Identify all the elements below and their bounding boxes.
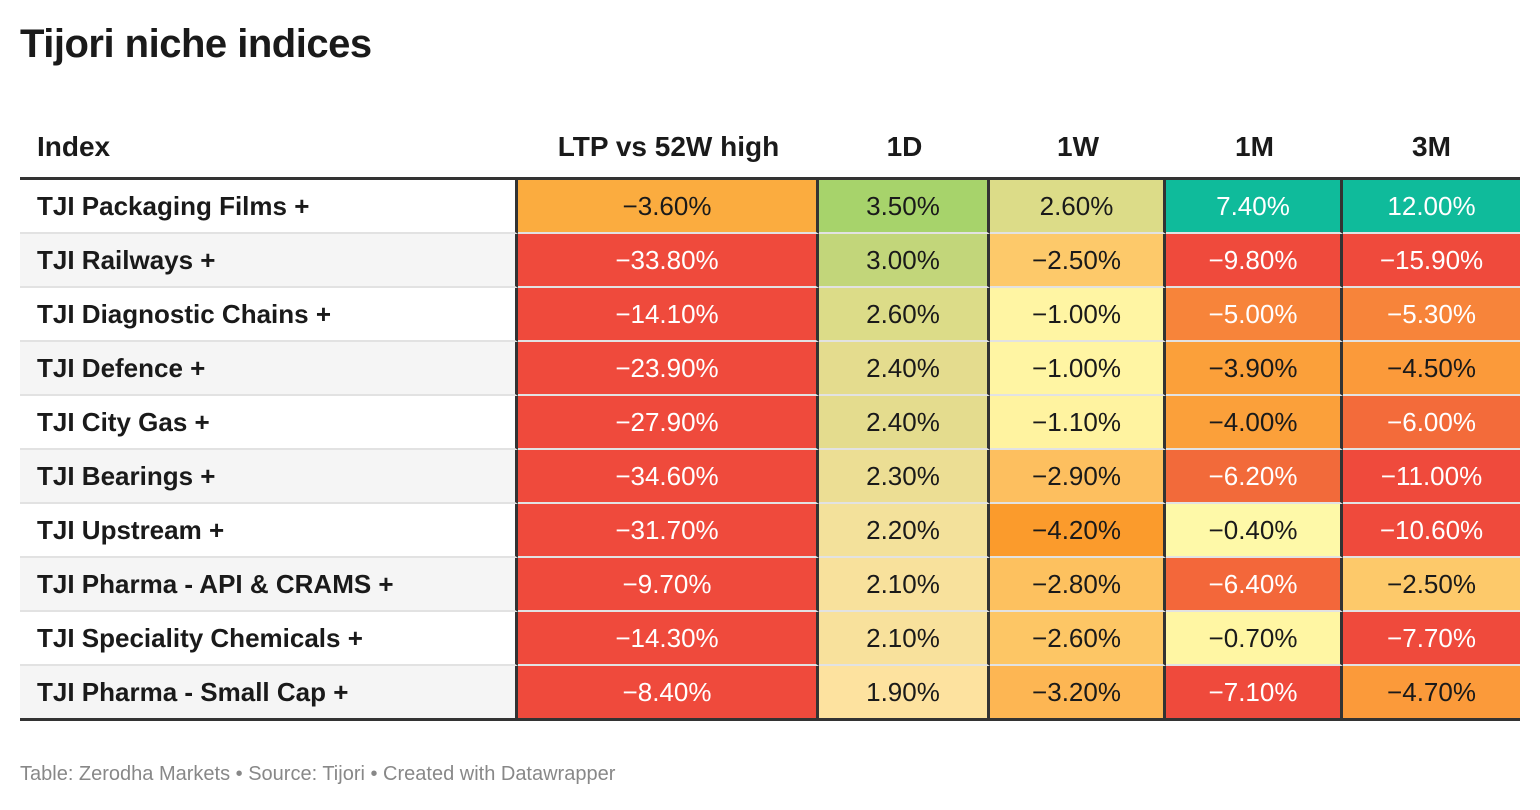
table-row: TJI Pharma - Small Cap + −8.40% 1.90% −3.20… xyxy=(20,666,1520,721)
value-cell-1d: 2.10% xyxy=(819,612,990,666)
value-cell-1d: 1.90% xyxy=(819,666,990,721)
index-name-cell[interactable]: TJI Packaging Films + xyxy=(20,180,518,234)
table-body: TJI Packaging Films + −3.60% 3.50% 2.60% 7.4… xyxy=(20,180,1520,721)
value-cell-3m: −5.30% xyxy=(1343,288,1520,342)
value-cell-1w: −1.00% xyxy=(990,342,1166,396)
value-cell-ltp-vs-52w-high: −9.70% xyxy=(518,558,819,612)
table-row: TJI Defence + −23.90% 2.40% −1.00% −3.90% −4.… xyxy=(20,342,1520,396)
value-cell-ltp-vs-52w-high: −14.30% xyxy=(518,612,819,666)
value-cell-ltp-vs-52w-high: −34.60% xyxy=(518,450,819,504)
value-cell-1m: 7.40% xyxy=(1166,180,1343,234)
value-cell-1d: 3.50% xyxy=(819,180,990,234)
value-cell-ltp-vs-52w-high: −23.90% xyxy=(518,342,819,396)
column-header-index[interactable]: Index xyxy=(20,116,518,180)
value-cell-1m: −5.00% xyxy=(1166,288,1343,342)
value-cell-1d: 2.20% xyxy=(819,504,990,558)
value-cell-ltp-vs-52w-high: −31.70% xyxy=(518,504,819,558)
value-cell-1w: −3.20% xyxy=(990,666,1166,721)
value-cell-3m: −15.90% xyxy=(1343,234,1520,288)
value-cell-ltp-vs-52w-high: −33.80% xyxy=(518,234,819,288)
value-cell-1d: 2.40% xyxy=(819,342,990,396)
value-cell-1d: 2.30% xyxy=(819,450,990,504)
footer-credits: Table: Zerodha Markets • Source: Tijori … xyxy=(20,763,616,785)
value-cell-1m: −7.10% xyxy=(1166,666,1343,721)
value-cell-1w: −2.50% xyxy=(990,234,1166,288)
value-cell-3m: −4.70% xyxy=(1343,666,1520,721)
column-header-1d[interactable]: 1D xyxy=(819,116,990,180)
value-cell-1w: 2.60% xyxy=(990,180,1166,234)
index-name-cell[interactable]: TJI Pharma - Small Cap + xyxy=(20,666,518,721)
value-cell-3m: −6.00% xyxy=(1343,396,1520,450)
index-name-cell[interactable]: TJI Speciality Chemicals + xyxy=(20,612,518,666)
value-cell-3m: −4.50% xyxy=(1343,342,1520,396)
value-cell-3m: −2.50% xyxy=(1343,558,1520,612)
value-cell-1m: −6.40% xyxy=(1166,558,1343,612)
column-header-1w[interactable]: 1W xyxy=(990,116,1166,180)
table-row: TJI Pharma - API & CRAMS + −9.70% 2.10% −2.… xyxy=(20,558,1520,612)
table-row: TJI Upstream + −31.70% 2.20% −4.20% −0.40% −1… xyxy=(20,504,1520,558)
value-cell-1m: −6.20% xyxy=(1166,450,1343,504)
value-cell-1w: −2.80% xyxy=(990,558,1166,612)
table-row: TJI Bearings + −34.60% 2.30% −2.90% −6.20% −1… xyxy=(20,450,1520,504)
index-name-cell[interactable]: TJI Bearings + xyxy=(20,450,518,504)
value-cell-1m: −0.70% xyxy=(1166,612,1343,666)
column-header-ltp-vs-52w-high[interactable]: LTP vs 52W high xyxy=(518,116,819,180)
value-cell-3m: −7.70% xyxy=(1343,612,1520,666)
index-name-cell[interactable]: TJI Upstream + xyxy=(20,504,518,558)
table-row: TJI Packaging Films + −3.60% 3.50% 2.60% 7.4… xyxy=(20,180,1520,234)
index-name-cell[interactable]: TJI Railways + xyxy=(20,234,518,288)
value-cell-1m: −0.40% xyxy=(1166,504,1343,558)
index-name-cell[interactable]: TJI Diagnostic Chains + xyxy=(20,288,518,342)
column-header-3m[interactable]: 3M xyxy=(1343,116,1520,180)
table-row: TJI Railways + −33.80% 3.00% −2.50% −9.80% −1… xyxy=(20,234,1520,288)
index-name-cell[interactable]: TJI City Gas + xyxy=(20,396,518,450)
value-cell-3m: −10.60% xyxy=(1343,504,1520,558)
value-cell-1w: −1.10% xyxy=(990,396,1166,450)
value-cell-1d: 3.00% xyxy=(819,234,990,288)
value-cell-1m: −9.80% xyxy=(1166,234,1343,288)
value-cell-3m: 12.00% xyxy=(1343,180,1520,234)
value-cell-ltp-vs-52w-high: −3.60% xyxy=(518,180,819,234)
value-cell-1w: −2.60% xyxy=(990,612,1166,666)
value-cell-ltp-vs-52w-high: −27.90% xyxy=(518,396,819,450)
value-cell-1d: 2.10% xyxy=(819,558,990,612)
table-header-row: Index LTP vs 52W high 1D 1W 1M 3M xyxy=(20,116,1520,180)
index-name-cell[interactable]: TJI Pharma - API & CRAMS + xyxy=(20,558,518,612)
value-cell-3m: −11.00% xyxy=(1343,450,1520,504)
column-header-1m[interactable]: 1M xyxy=(1166,116,1343,180)
indices-table: Index LTP vs 52W high 1D 1W 1M 3M TJI Pa… xyxy=(20,116,1520,721)
value-cell-1m: −3.90% xyxy=(1166,342,1343,396)
chart-title: Tijori niche indices xyxy=(20,22,372,66)
value-cell-1d: 2.40% xyxy=(819,396,990,450)
value-cell-1w: −1.00% xyxy=(990,288,1166,342)
value-cell-ltp-vs-52w-high: −8.40% xyxy=(518,666,819,721)
table-row: TJI Diagnostic Chains + −14.10% 2.60% −1.00… xyxy=(20,288,1520,342)
table-row: TJI City Gas + −27.90% 2.40% −1.10% −4.00% −6… xyxy=(20,396,1520,450)
index-name-cell[interactable]: TJI Defence + xyxy=(20,342,518,396)
table-row: TJI Speciality Chemicals + −14.30% 2.10% −2… xyxy=(20,612,1520,666)
value-cell-ltp-vs-52w-high: −14.10% xyxy=(518,288,819,342)
value-cell-1w: −2.90% xyxy=(990,450,1166,504)
value-cell-1w: −4.20% xyxy=(990,504,1166,558)
value-cell-1d: 2.60% xyxy=(819,288,990,342)
value-cell-1m: −4.00% xyxy=(1166,396,1343,450)
